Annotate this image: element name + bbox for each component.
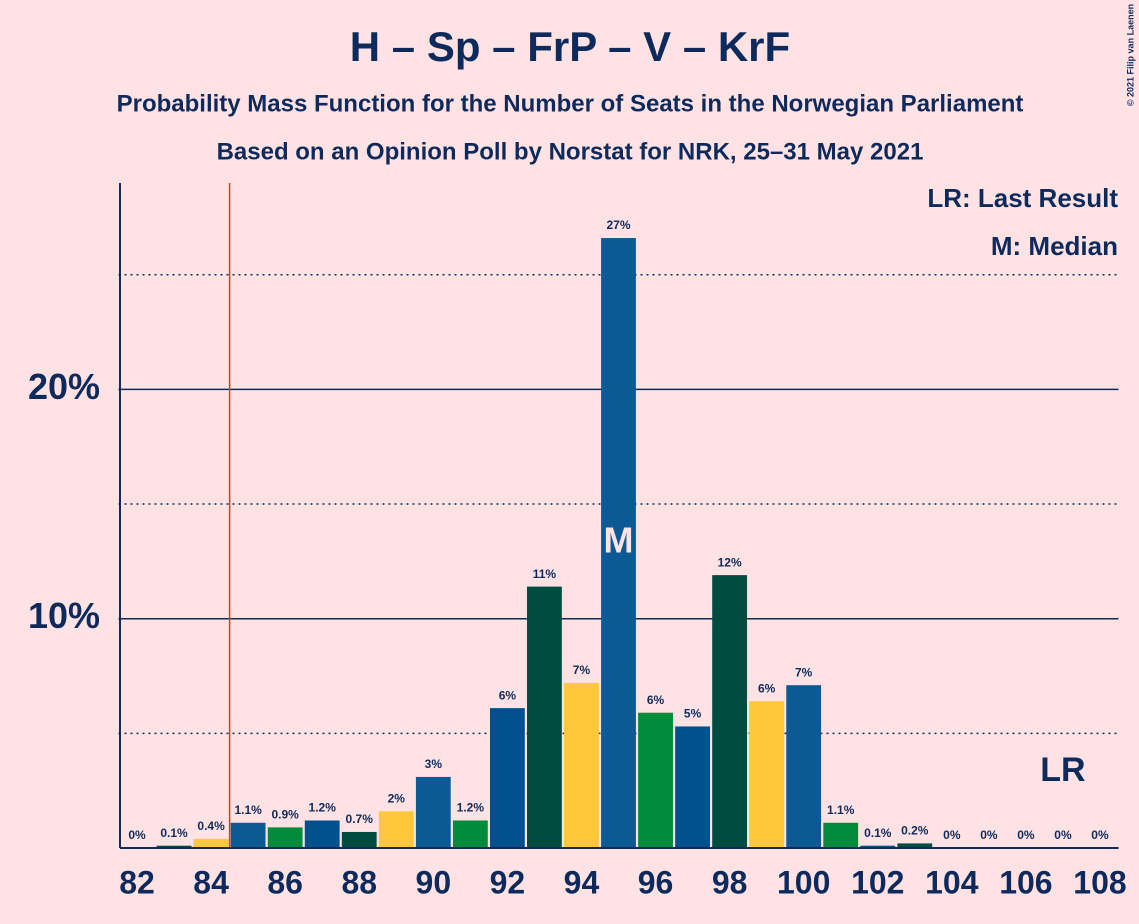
value-label: 6% [499,688,517,702]
value-label: 6% [647,693,665,707]
bar [897,843,933,848]
bar [193,838,229,848]
chart-title: H – Sp – FrP – V – KrF [350,23,790,70]
bar [489,708,525,848]
bar [564,682,599,848]
value-label: 1.2% [309,801,337,815]
value-label: 7% [573,663,591,677]
value-label: 11% [533,567,557,581]
bar [527,586,562,848]
x-tick-label: 92 [490,864,526,900]
value-label: 6% [758,681,776,695]
value-label: 5% [684,707,702,721]
bar [415,776,451,848]
bar [712,575,748,848]
legend-entry: M: Median [991,231,1118,261]
value-label: 0.2% [901,824,929,838]
value-label: 0.1% [160,826,188,840]
bar [378,811,414,848]
x-tick-label: 102 [851,864,904,900]
value-label: 12% [718,555,742,569]
bar [675,726,710,848]
value-label: 0.1% [864,826,892,840]
value-label: 0.9% [271,808,299,822]
x-tick-label: 96 [638,864,674,900]
bar [860,845,896,848]
value-label: 1.1% [234,803,262,817]
bar [452,820,488,848]
value-label: 0% [943,828,961,842]
value-label: 0% [1054,828,1072,842]
value-label: 0% [128,828,146,842]
legend-entry: LR: Last Result [927,183,1118,213]
x-tick-label: 98 [712,864,748,900]
median-marker: M [604,520,634,561]
chart-subtitle: Probability Mass Function for the Number… [117,90,1024,117]
bar [230,822,266,848]
value-label: 7% [795,665,813,679]
bar [601,238,636,848]
value-label: 3% [425,757,443,771]
value-label: 0.7% [346,812,374,826]
value-label: 1.2% [457,801,485,815]
value-label: 2% [388,791,406,805]
x-tick-label: 84 [193,864,229,900]
bar [786,685,822,848]
x-tick-label: 104 [925,864,979,900]
value-label: 0% [980,828,998,842]
bar [749,701,785,848]
x-tick-label: 90 [416,864,452,900]
bar [304,820,340,848]
value-label: 0.4% [197,819,225,833]
x-tick-label: 94 [564,864,600,900]
y-tick-label: 10% [28,595,100,636]
y-tick-label: 20% [28,366,100,407]
value-label: 27% [606,218,630,232]
chart-subtitle: Based on an Opinion Poll by Norstat for … [217,138,924,165]
copyright: © 2021 Filip van Laenen [1125,4,1135,106]
value-label: 0% [1091,828,1109,842]
x-tick-label: 100 [777,864,830,900]
x-tick-label: 86 [267,864,303,900]
bar [156,845,192,848]
last-result-label: LR [1040,751,1085,789]
x-tick-label: 88 [341,864,377,900]
bar [823,822,859,848]
bar [341,831,377,848]
x-tick-label: 82 [119,864,155,900]
x-tick-label: 106 [999,864,1052,900]
value-label: 0% [1017,828,1035,842]
value-label: 1.1% [827,803,855,817]
x-tick-label: 108 [1073,864,1126,900]
bar [638,712,673,848]
bar [267,827,303,848]
